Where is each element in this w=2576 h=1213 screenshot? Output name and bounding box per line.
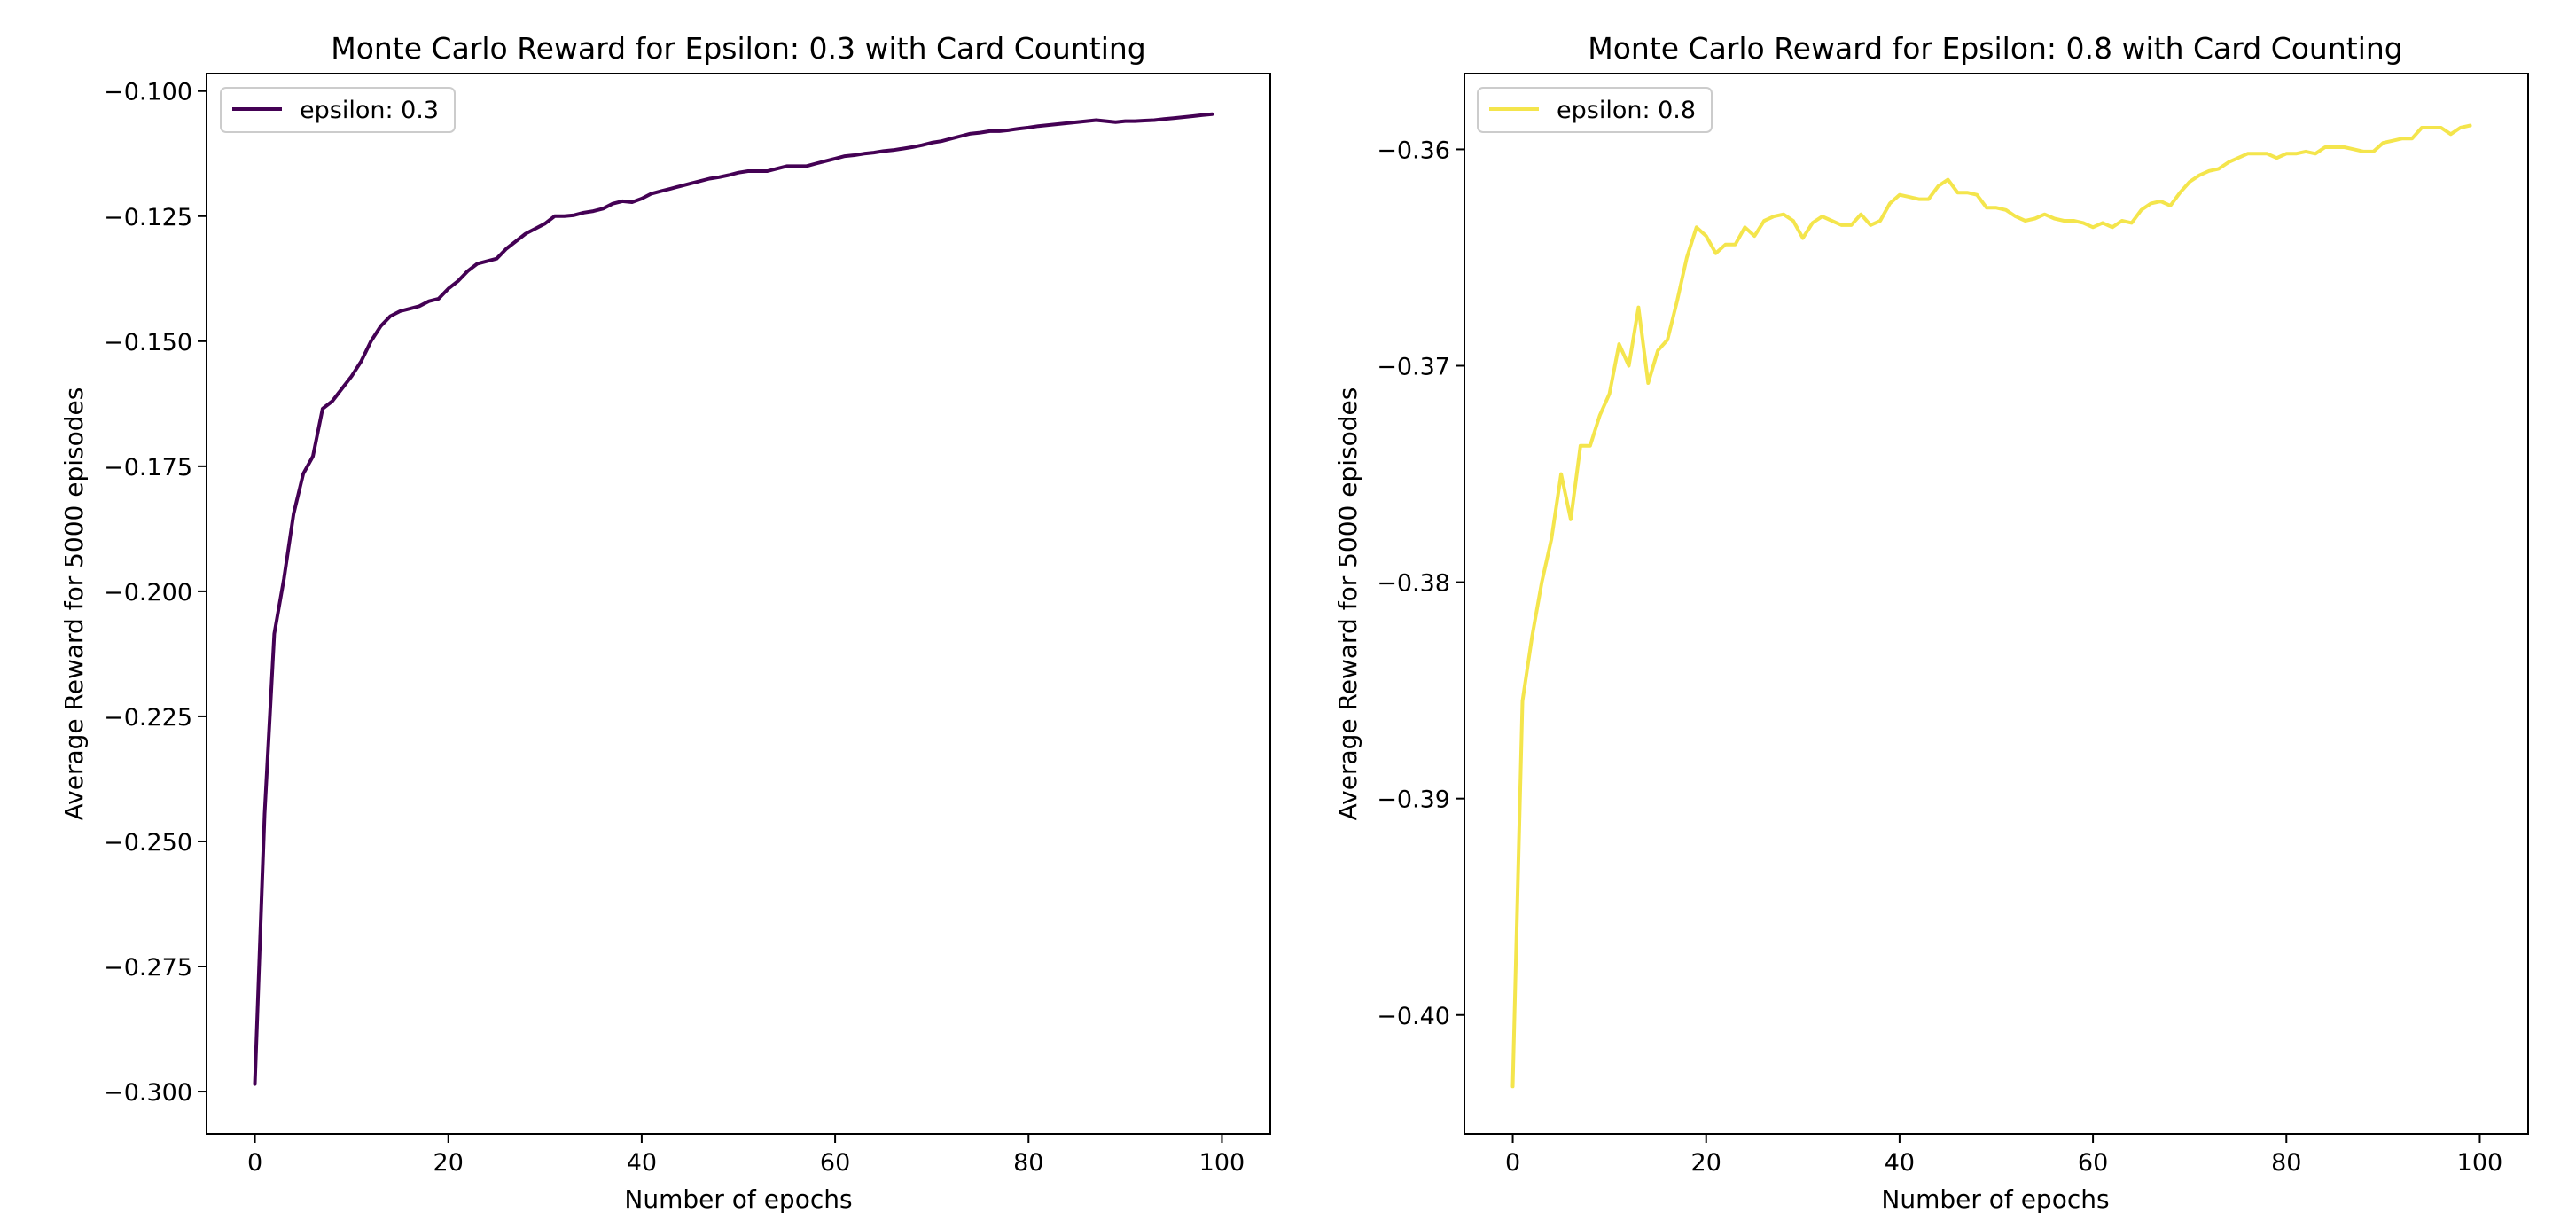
x-tick-label: 60 (820, 1149, 850, 1177)
series-line-epsilon-0.8 (1510, 123, 2472, 1089)
y-axis-ticks: −0.36 −0.37 −0.38 −0.39 −0.40 (1377, 137, 1464, 1030)
y-tick-label: −0.275 (104, 954, 192, 982)
plot-area-frame (1464, 73, 2529, 1135)
legend: epsilon: 0.3 (220, 87, 456, 133)
chart-right: Monte Carlo Reward for Epsilon: 0.8 with… (1333, 31, 2529, 1213)
y-tick-label: −0.125 (104, 204, 192, 231)
y-tick-label: −0.39 (1377, 786, 1450, 814)
y-tick-label: −0.37 (1377, 354, 1450, 381)
x-axis-ticks: 0 20 40 60 80 100 (247, 1134, 1245, 1177)
x-tick-label: 40 (1885, 1149, 1915, 1177)
legend-label: epsilon: 0.8 (1557, 97, 1696, 124)
x-tick-label: 0 (247, 1149, 262, 1177)
y-axis-ticks: −0.100 −0.125 −0.150 −0.175 −0.200 −0.225 −0.2… (104, 79, 207, 1107)
y-tick-label: −0.40 (1377, 1003, 1450, 1030)
y-axis-label: Average Reward for 5000 episodes (1333, 387, 1362, 821)
y-tick-label: −0.175 (104, 454, 192, 481)
y-tick-label: −0.36 (1377, 137, 1450, 164)
x-tick-label: 0 (1505, 1149, 1520, 1177)
legend-box (220, 87, 456, 133)
x-axis-label: Number of epochs (1881, 1185, 2109, 1213)
x-axis-ticks: 0 20 40 60 80 100 (1505, 1134, 2502, 1177)
x-tick-label: 20 (433, 1149, 464, 1177)
y-axis-label: Average Reward for 5000 episodes (59, 387, 89, 821)
x-tick-label: 20 (1691, 1149, 1721, 1177)
x-tick-label: 100 (1199, 1149, 1245, 1177)
x-tick-label: 60 (2078, 1149, 2108, 1177)
legend: epsilon: 0.8 (1477, 87, 1713, 133)
y-tick-label: −0.200 (104, 579, 192, 606)
chart-title: Monte Carlo Reward for Epsilon: 0.3 with… (331, 31, 1145, 66)
chart-left: Monte Carlo Reward for Epsilon: 0.3 with… (59, 31, 1271, 1213)
y-tick-label: −0.300 (104, 1079, 192, 1107)
x-tick-label: 80 (2271, 1149, 2301, 1177)
y-tick-label: −0.100 (104, 79, 192, 106)
y-tick-label: −0.38 (1377, 570, 1450, 598)
legend-box (1477, 87, 1713, 133)
x-tick-label: 80 (1013, 1149, 1043, 1177)
y-tick-label: −0.225 (104, 704, 192, 732)
y-tick-label: −0.250 (104, 829, 192, 857)
series-line-epsilon-0.3 (253, 112, 1214, 1086)
plot-area-frame (206, 73, 1271, 1135)
legend-label: epsilon: 0.3 (300, 97, 439, 124)
y-tick-label: −0.150 (104, 329, 192, 356)
x-tick-label: 40 (627, 1149, 657, 1177)
x-axis-label: Number of epochs (624, 1185, 852, 1213)
chart-title: Monte Carlo Reward for Epsilon: 0.8 with… (1588, 31, 2402, 66)
x-tick-label: 100 (2457, 1149, 2503, 1177)
